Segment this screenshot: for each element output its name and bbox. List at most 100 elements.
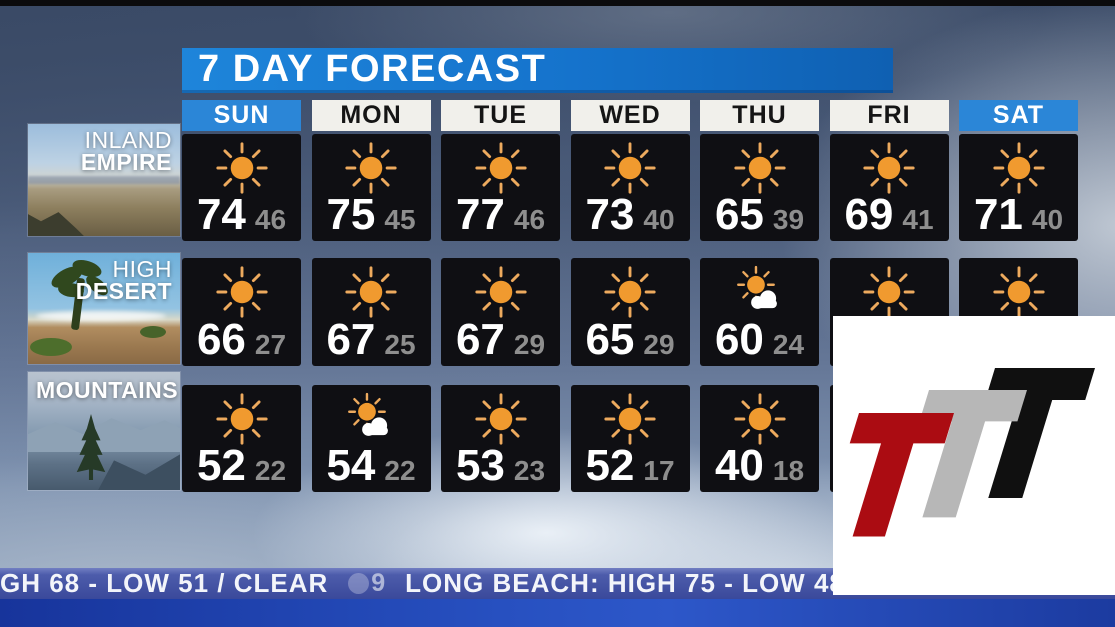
high-temp: 74 — [196, 190, 246, 239]
ttt-logo-icon — [849, 368, 1095, 537]
high-temp: 53 — [455, 441, 505, 490]
sunny-icon — [731, 139, 789, 197]
sunny-icon — [472, 139, 530, 197]
low-temp: 40 — [643, 204, 675, 235]
station-number: 9 — [371, 569, 386, 597]
high-temp: 60 — [714, 315, 764, 364]
sunny-icon — [731, 390, 789, 448]
forecast-cell: 67 29 — [441, 258, 560, 366]
forecast-cell: 69 41 — [829, 134, 949, 241]
high-temp: 77 — [455, 190, 505, 239]
day-header-tue: TUE — [441, 100, 560, 131]
sunny-icon — [860, 263, 918, 321]
forecast-cell: 75 45 — [311, 134, 431, 241]
sunny-icon — [342, 139, 400, 197]
watermark-box — [833, 316, 1115, 595]
page-title: 7 DAY FORECAST — [198, 47, 547, 90]
low-temp: 39 — [772, 204, 805, 235]
low-temp: 22 — [254, 455, 287, 486]
forecast-cell: 52 22 — [182, 385, 301, 492]
forecast-cell: 53 23 — [441, 385, 560, 492]
forecast-cell: 77 46 — [441, 134, 560, 241]
sunny-icon — [472, 390, 530, 448]
ticker-lower-bar — [0, 599, 1115, 627]
high-temp: 52 — [196, 441, 246, 490]
forecast-cell: 52 17 — [570, 385, 690, 492]
forecast-cell: 74 46 — [182, 134, 301, 241]
forecast-cell: 67 25 — [311, 258, 431, 366]
sunny-icon — [990, 263, 1048, 321]
low-temp: 29 — [643, 329, 675, 360]
partly-cloudy-icon — [342, 390, 400, 448]
sunny-icon — [213, 390, 271, 448]
day-header-fri: FRI — [829, 100, 949, 131]
high-temp: 67 — [326, 315, 376, 364]
high-temp: 73 — [585, 190, 635, 239]
low-temp: 45 — [384, 204, 416, 235]
high-temp: 75 — [326, 190, 376, 239]
low-temp: 41 — [902, 204, 934, 235]
day-header-row: SUN MON TUE WED THU FRI SAT — [182, 100, 1078, 131]
day-header-mon: MON — [311, 100, 431, 131]
high-temp: 54 — [326, 441, 376, 490]
region-photo-mountains: MOUNTAINS — [28, 372, 180, 490]
low-temp: 27 — [254, 329, 287, 360]
station-circle-icon — [348, 573, 370, 594]
desert-shrub — [30, 338, 72, 356]
day-header-sun: SUN — [182, 100, 301, 131]
high-temp: 67 — [455, 315, 505, 364]
desert-shrub — [140, 326, 166, 338]
valley-haze — [28, 175, 180, 184]
region-label-mountains: MOUNTAINS — [36, 377, 179, 403]
sunny-icon — [601, 390, 659, 448]
partly-cloudy-icon — [731, 263, 789, 321]
region-label-high-desert: HIGH DESERT — [75, 256, 172, 304]
forecast-cell: 66 27 — [182, 258, 301, 366]
mountain-silhouette — [28, 209, 90, 236]
forecast-row-inland-empire: 74 46 75 45 77 46 73 40 65 39 69 41 71 40 — [182, 134, 1078, 241]
forecast-cell: 73 40 — [570, 134, 690, 241]
horizon-clouds — [36, 310, 166, 321]
low-temp: 24 — [772, 329, 805, 360]
high-temp: 65 — [714, 190, 764, 239]
forecast-cell: 40 18 — [700, 385, 819, 492]
low-temp: 25 — [384, 329, 416, 360]
forecast-cell: 60 24 — [700, 258, 819, 366]
sunny-icon — [601, 139, 659, 197]
low-temp: 40 — [1031, 204, 1064, 235]
forecast-title-bar: 7 DAY FORECAST — [182, 48, 893, 93]
high-temp: 52 — [585, 441, 635, 490]
low-temp: 23 — [513, 455, 546, 486]
sunny-icon — [860, 139, 918, 197]
station-logo: 9 — [348, 569, 385, 598]
low-temp: 17 — [643, 455, 675, 486]
mountain-ridge — [28, 418, 180, 453]
sunny-icon — [472, 263, 530, 321]
region-photo-inland-empire: INLAND EMPIRE — [28, 124, 180, 236]
forecast-cell: 54 22 — [311, 385, 431, 492]
forecast-cell: 65 39 — [700, 134, 819, 241]
sunny-icon — [601, 263, 659, 321]
ticker-segment-1: GH 68 - LOW 51 / CLEAR — [0, 568, 329, 598]
low-temp: 22 — [384, 455, 416, 486]
top-black-strip — [0, 0, 1115, 6]
low-temp: 46 — [513, 204, 546, 235]
region-label-inland-empire: INLAND EMPIRE — [80, 127, 172, 175]
region-photo-high-desert: HIGH DESERT — [28, 253, 180, 364]
high-temp: 65 — [585, 315, 635, 364]
high-temp: 71 — [973, 190, 1023, 239]
foreground-ridge — [96, 450, 180, 490]
day-header-wed: WED — [570, 100, 690, 131]
high-temp: 40 — [714, 441, 764, 490]
high-temp: 66 — [196, 315, 246, 364]
low-temp: 18 — [772, 455, 805, 486]
forecast-cell: 71 40 — [959, 134, 1078, 241]
high-temp: 69 — [844, 190, 894, 239]
day-header-thu: THU — [700, 100, 819, 131]
sunny-icon — [213, 139, 271, 197]
sunny-icon — [213, 263, 271, 321]
low-temp: 46 — [254, 204, 287, 235]
sunny-icon — [990, 139, 1048, 197]
forecast-cell: 65 29 — [570, 258, 690, 366]
sunny-icon — [342, 263, 400, 321]
